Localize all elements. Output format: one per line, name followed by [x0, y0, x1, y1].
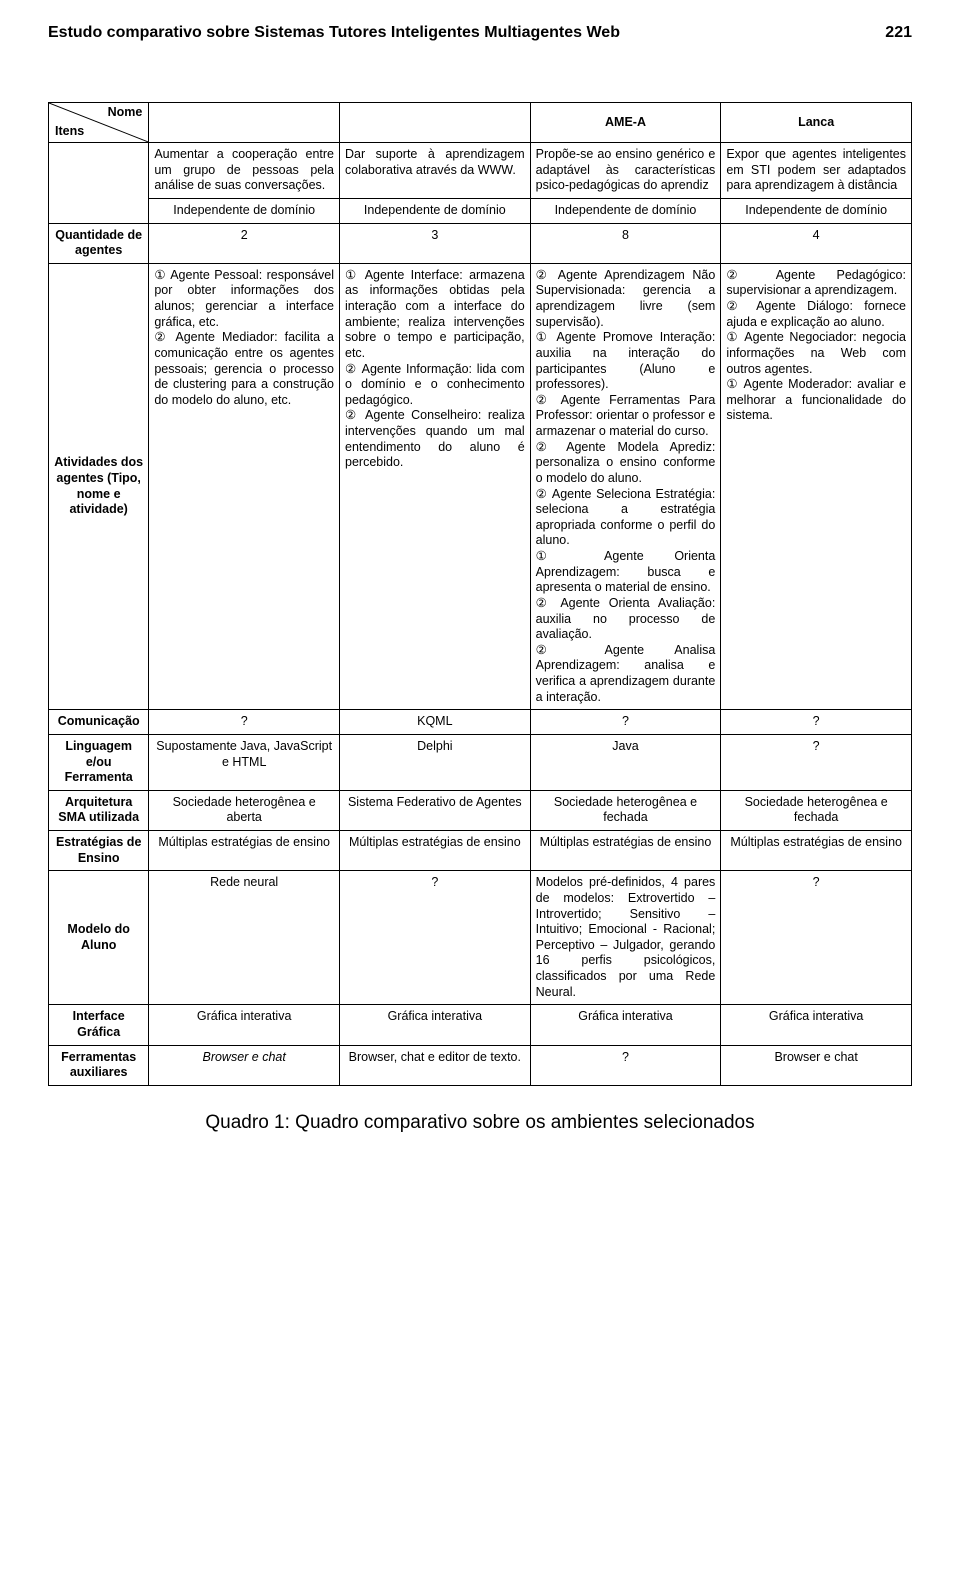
- cell: ② Agente Aprendizagem Não Supervisionada…: [530, 263, 721, 710]
- cell: Gráfica interativa: [149, 1005, 340, 1045]
- cell: Gráfica interativa: [530, 1005, 721, 1045]
- cell: Independente de domínio: [149, 198, 340, 223]
- paper-title: Estudo comparativo sobre Sistemas Tutore…: [48, 24, 865, 42]
- cell: ?: [530, 710, 721, 735]
- page-number: 221: [885, 24, 912, 42]
- cell: ?: [530, 1045, 721, 1085]
- cell: Gráfica interativa: [721, 1005, 912, 1045]
- cell: Sociedade heterogênea e fechada: [530, 790, 721, 830]
- cell: 8: [530, 223, 721, 263]
- comparison-table: Nome Itens AME-A Lanca Aumentar a cooper…: [48, 102, 912, 1086]
- row-label: Modelo do Aluno: [49, 871, 149, 1005]
- cell: Gráfica interativa: [340, 1005, 531, 1045]
- corner-top-label: Nome: [108, 105, 143, 121]
- cell: Aumentar a cooperação entre um grupo de …: [149, 143, 340, 199]
- table-row: Estratégias de Ensino Múltiplas estratég…: [49, 831, 912, 871]
- cell-text: Browser e chat: [202, 1050, 285, 1064]
- cell: Expor que agentes inteligentes em STI po…: [721, 143, 912, 199]
- cell: Múltiplas estratégias de ensino: [721, 831, 912, 871]
- cell: ?: [340, 871, 531, 1005]
- col-header-1: [149, 103, 340, 143]
- cell: Sociedade heterogênea e fechada: [721, 790, 912, 830]
- cell: Múltiplas estratégias de ensino: [149, 831, 340, 871]
- cell: ① Agente Pessoal: responsável por obter …: [149, 263, 340, 710]
- row-label: Arquitetura SMA utilizada: [49, 790, 149, 830]
- col-header-3: AME-A: [530, 103, 721, 143]
- cell: Dar suporte à aprendizagem colaborativa …: [340, 143, 531, 199]
- row-label: [49, 143, 149, 224]
- table-caption: Quadro 1: Quadro comparativo sobre os am…: [48, 1112, 912, 1134]
- cell: ?: [149, 710, 340, 735]
- row-label: Interface Gráfica: [49, 1005, 149, 1045]
- row-label: Comunicação: [49, 710, 149, 735]
- cell: Browser, chat e editor de texto.: [340, 1045, 531, 1085]
- cell: Java: [530, 734, 721, 790]
- cell: 4: [721, 223, 912, 263]
- row-label: Atividades dos agentes (Tipo, nome e ati…: [49, 263, 149, 710]
- col-header-2: [340, 103, 531, 143]
- cell: Supostamente Java, JavaScript e HTML: [149, 734, 340, 790]
- cell-text: Browser, chat e editor de texto.: [349, 1050, 521, 1064]
- cell: Independente de domínio: [340, 198, 531, 223]
- cell: Delphi: [340, 734, 531, 790]
- cell: Browser e chat: [721, 1045, 912, 1085]
- table-row: Arquitetura SMA utilizada Sociedade hete…: [49, 790, 912, 830]
- cell: 3: [340, 223, 531, 263]
- cell: Múltiplas estratégias de ensino: [530, 831, 721, 871]
- table-row: Comunicação ? KQML ? ?: [49, 710, 912, 735]
- cell: Independente de domínio: [530, 198, 721, 223]
- row-label: Ferramentas auxiliares: [49, 1045, 149, 1085]
- corner-bottom-label: Itens: [55, 124, 84, 140]
- cell: Sistema Federativo de Agentes: [340, 790, 531, 830]
- table-row: Atividades dos agentes (Tipo, nome e ati…: [49, 263, 912, 710]
- cell: Independente de domínio: [721, 198, 912, 223]
- cell: 2: [149, 223, 340, 263]
- cell: KQML: [340, 710, 531, 735]
- cell: Sociedade heterogênea e aberta: [149, 790, 340, 830]
- cell: ?: [721, 871, 912, 1005]
- cell-text: Browser e chat: [774, 1050, 857, 1064]
- cell: ② Agente Pedagógico: supervisionar a apr…: [721, 263, 912, 710]
- table-row: Independente de domínio Independente de …: [49, 198, 912, 223]
- cell: Modelos pré-definidos, 4 pares de modelo…: [530, 871, 721, 1005]
- cell: Propõe-se ao ensino genérico e adaptável…: [530, 143, 721, 199]
- row-label: Linguagem e/ou Ferramenta: [49, 734, 149, 790]
- cell: ?: [721, 710, 912, 735]
- cell: ① Agente Interface: armazena as informaç…: [340, 263, 531, 710]
- table-row: Modelo do Aluno Rede neural ? Modelos pr…: [49, 871, 912, 1005]
- corner-cell: Nome Itens: [49, 103, 149, 143]
- col-header-4: Lanca: [721, 103, 912, 143]
- table-row: Interface Gráfica Gráfica interativa Grá…: [49, 1005, 912, 1045]
- cell: Rede neural: [149, 871, 340, 1005]
- cell: Múltiplas estratégias de ensino: [340, 831, 531, 871]
- table-row: Quantidade de agentes 2 3 8 4: [49, 223, 912, 263]
- table-row: Aumentar a cooperação entre um grupo de …: [49, 143, 912, 199]
- row-label: Estratégias de Ensino: [49, 831, 149, 871]
- cell: Browser e chat: [149, 1045, 340, 1085]
- row-label: Quantidade de agentes: [49, 223, 149, 263]
- header-row: Nome Itens AME-A Lanca: [49, 103, 912, 143]
- cell: ?: [721, 734, 912, 790]
- table-row: Linguagem e/ou Ferramenta Supostamente J…: [49, 734, 912, 790]
- table-row: Ferramentas auxiliares Browser e chat Br…: [49, 1045, 912, 1085]
- page-header: Estudo comparativo sobre Sistemas Tutore…: [48, 24, 912, 42]
